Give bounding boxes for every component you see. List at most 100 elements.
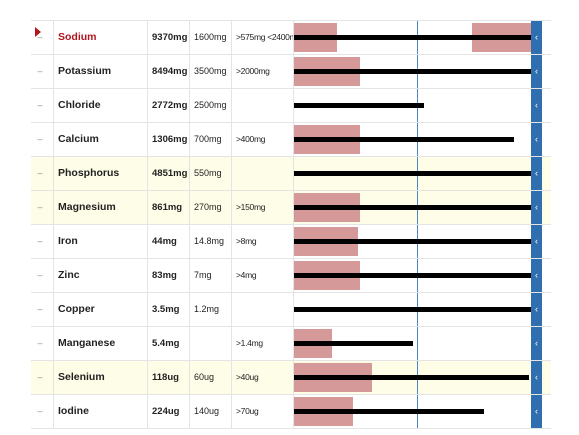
nutrient-amount: 3.5mg: [147, 293, 194, 326]
collapse-toggle[interactable]: –: [37, 100, 43, 110]
intake-bar: [294, 307, 531, 312]
intake-bar: [294, 69, 531, 74]
nutrient-bar-graph: ‹: [293, 55, 542, 88]
collapse-toggle[interactable]: –: [37, 32, 43, 42]
nutrient-limit: >40ug: [231, 361, 294, 394]
nutrient-rda: 550mg: [189, 157, 232, 190]
table-row: – Calcium 1306mg 700mg >400mg ‹: [31, 123, 551, 157]
nutrient-bar-graph: ‹: [293, 191, 542, 224]
table-row: – Selenium 118ug 60ug >40ug ‹: [31, 361, 551, 395]
nutrient-name: Zinc: [53, 259, 146, 292]
nutrient-amount: 9370mg: [147, 21, 194, 54]
nutrient-limit: >4mg: [231, 259, 294, 292]
nutrient-rda: 700mg: [189, 123, 232, 156]
nutrient-name: Phosphorus: [53, 157, 146, 190]
nutrient-amount: 44mg: [147, 225, 194, 258]
intake-bar: [294, 409, 484, 414]
triangle-right-icon: [35, 27, 41, 37]
nutrient-bar-graph: ‹: [293, 157, 542, 190]
nutrient-bar-graph: ‹: [293, 259, 542, 292]
rda-reference-line: [417, 327, 418, 360]
nutrient-amount: 118ug: [147, 361, 194, 394]
chevron-left-icon[interactable]: ‹: [531, 157, 542, 190]
nutrient-rda: 140ug: [189, 395, 232, 428]
nutrient-bar-graph: ‹: [293, 21, 542, 54]
collapse-toggle[interactable]: –: [37, 304, 43, 314]
chevron-left-icon[interactable]: ‹: [531, 395, 542, 428]
collapse-toggle[interactable]: –: [37, 270, 43, 280]
nutrient-amount: 224ug: [147, 395, 194, 428]
nutrient-bar-graph: ‹: [293, 395, 542, 428]
nutrient-bar-graph: ‹: [293, 225, 542, 258]
nutrient-limit: [231, 157, 294, 190]
chevron-left-icon[interactable]: ‹: [531, 21, 542, 54]
nutrient-name: Selenium: [53, 361, 146, 394]
nutrient-bar-graph: ‹: [293, 89, 542, 122]
nutrient-rda: 14.8mg: [189, 225, 232, 258]
nutrient-name: Sodium: [53, 21, 146, 54]
chevron-left-icon[interactable]: ‹: [531, 123, 542, 156]
table-row: – Iodine 224ug 140ug >70ug ‹: [31, 395, 551, 429]
intake-bar: [294, 103, 424, 108]
chevron-left-icon[interactable]: ‹: [531, 191, 542, 224]
collapse-toggle[interactable]: –: [37, 168, 43, 178]
nutrient-limit: >70ug: [231, 395, 294, 428]
collapse-toggle[interactable]: –: [37, 66, 43, 76]
table-row: – Chloride 2772mg 2500mg ‹: [31, 89, 551, 123]
nutrient-amount: 8494mg: [147, 55, 194, 88]
chevron-left-icon[interactable]: ‹: [531, 327, 542, 360]
nutrient-amount: 4851mg: [147, 157, 194, 190]
nutrient-rda: 7mg: [189, 259, 232, 292]
nutrient-limit: >400mg: [231, 123, 294, 156]
nutrient-name: Iodine: [53, 395, 146, 428]
table-row: – Magnesium 861mg 270mg >150mg ‹: [31, 191, 551, 225]
nutrient-amount: 5.4mg: [147, 327, 194, 360]
table-row: – Zinc 83mg 7mg >4mg ‹: [31, 259, 551, 293]
nutrient-bar-graph: ‹: [293, 327, 542, 360]
intake-bar: [294, 171, 531, 176]
nutrient-name: Potassium: [53, 55, 146, 88]
collapse-toggle[interactable]: –: [37, 236, 43, 246]
nutrient-limit: >150mg: [231, 191, 294, 224]
nutrient-name: Manganese: [53, 327, 146, 360]
chevron-left-icon[interactable]: ‹: [531, 55, 542, 88]
nutrient-limit: >575mg <2400mg: [231, 21, 294, 54]
table-row: – Potassium 8494mg 3500mg >2000mg ‹: [31, 55, 551, 89]
collapse-toggle[interactable]: –: [37, 134, 43, 144]
collapse-toggle[interactable]: –: [37, 202, 43, 212]
nutrient-rda: [189, 327, 232, 360]
nutrient-name: Copper: [53, 293, 146, 326]
nutrient-rda: 1.2mg: [189, 293, 232, 326]
chevron-left-icon[interactable]: ‹: [531, 225, 542, 258]
nutrient-bar-graph: ‹: [293, 293, 542, 326]
collapse-toggle[interactable]: –: [37, 372, 43, 382]
nutrient-limit: >1.4mg: [231, 327, 294, 360]
table-row: – Manganese 5.4mg >1.4mg ‹: [31, 327, 551, 361]
chevron-left-icon[interactable]: ‹: [531, 361, 542, 394]
chevron-left-icon[interactable]: ‹: [531, 259, 542, 292]
intake-bar: [294, 137, 514, 142]
nutrient-limit: >8mg: [231, 225, 294, 258]
intake-bar: [294, 273, 531, 278]
nutrient-amount: 861mg: [147, 191, 194, 224]
collapse-toggle[interactable]: –: [37, 406, 43, 416]
nutrient-name: Chloride: [53, 89, 146, 122]
nutrient-bar-graph: ‹: [293, 361, 542, 394]
intake-bar: [294, 35, 531, 40]
nutrient-rda: 60ug: [189, 361, 232, 394]
nutrient-limit: >2000mg: [231, 55, 294, 88]
table-row: – Copper 3.5mg 1.2mg ‹: [31, 293, 551, 327]
nutrient-amount: 2772mg: [147, 89, 194, 122]
intake-bar: [294, 375, 529, 380]
chevron-left-icon[interactable]: ‹: [531, 293, 542, 326]
chevron-left-icon[interactable]: ‹: [531, 89, 542, 122]
nutrient-rda: 1600mg: [189, 21, 232, 54]
nutrient-name: Magnesium: [53, 191, 146, 224]
nutrient-amount: 83mg: [147, 259, 194, 292]
nutrient-bar-graph: ‹: [293, 123, 542, 156]
table-row: – Phosphorus 4851mg 550mg ‹: [31, 157, 551, 191]
table-row: – Iron 44mg 14.8mg >8mg ‹: [31, 225, 551, 259]
intake-bar: [294, 205, 531, 210]
collapse-toggle[interactable]: –: [37, 338, 43, 348]
